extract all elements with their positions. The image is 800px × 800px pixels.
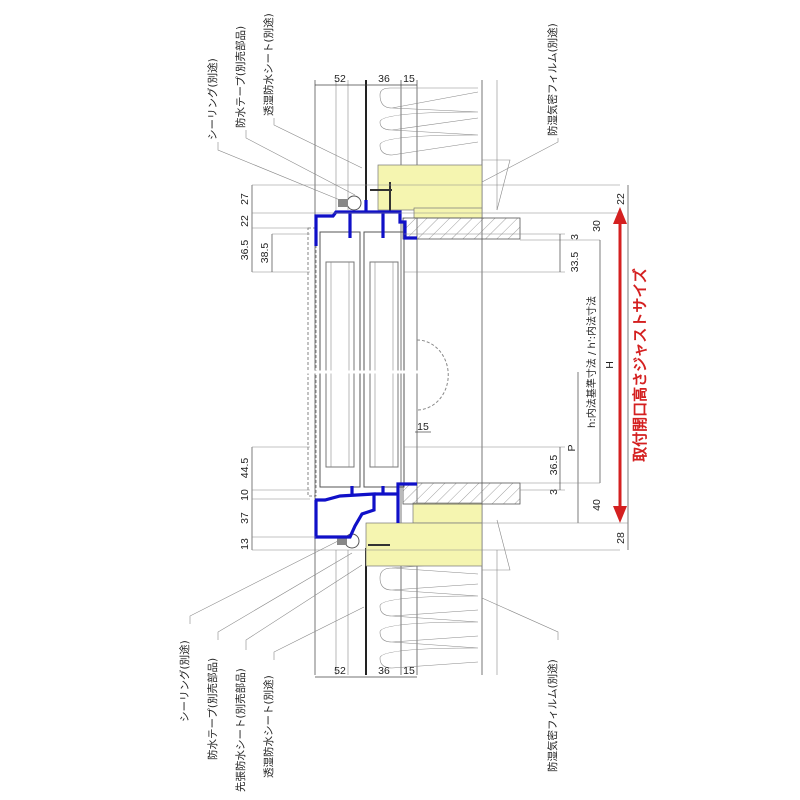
- dim-36-5: 36.5: [239, 240, 251, 261]
- dim-H: H: [604, 361, 616, 369]
- label-sealing-bottom: シーリング(別途): [178, 640, 191, 722]
- bottom-interior-trim: [402, 482, 521, 505]
- dim-28: 28: [615, 532, 627, 544]
- frame-head: [314, 200, 417, 246]
- label-waterproof-tape-bottom: 防水テープ(別売部品): [206, 658, 219, 760]
- dim-52: 52: [334, 73, 346, 85]
- dim-h-label: h:内法基準寸法 / h':内法寸法: [585, 296, 598, 428]
- dim-15: 15: [403, 73, 415, 85]
- dim-10: 10: [239, 489, 251, 501]
- dim-30: 30: [591, 220, 603, 232]
- top-header-block: [377, 164, 483, 211]
- label-sealing-top: シーリング(別途): [206, 58, 219, 140]
- arrow-down-icon: [613, 506, 627, 523]
- label-breathable-sheet-top: 透湿防水シート(別途): [262, 13, 275, 116]
- dim-3-bottom: 3: [548, 489, 560, 495]
- dim-44-5: 44.5: [239, 458, 251, 479]
- callout-labels-top: シーリング(別途) 防水テープ(別売部品) 透湿防水シート(別途) 防湿気密フィ…: [206, 13, 559, 140]
- dim-40: 40: [591, 499, 603, 511]
- top-interior-trim: [402, 217, 521, 240]
- callout-labels-bottom: シーリング(別途) 防水テープ(別売部品) 先張防水シート(別売部品) 透湿防水…: [178, 640, 559, 792]
- dim-36-5-right: 36.5: [548, 455, 560, 476]
- label-pre-sheet-bottom: 先張防水シート(別売部品): [234, 668, 247, 792]
- bottom-dimensions: 52 36 15: [315, 665, 417, 678]
- dim-37: 37: [239, 512, 251, 524]
- arrow-up-icon: [613, 207, 627, 224]
- label-vapor-film-top: 防湿気密フィルム(別途): [546, 23, 559, 136]
- sealing-backer-top: [346, 195, 362, 211]
- label-breathable-sheet-bottom: 透湿防水シート(別途): [262, 675, 275, 778]
- dim-22: 22: [239, 215, 251, 227]
- frame-sill: [314, 482, 417, 539]
- label-waterproof-tape-top: 防水テープ(別売部品): [234, 26, 247, 128]
- window-sashes: [300, 227, 449, 497]
- dim-P: P: [566, 444, 578, 451]
- dim-22-right: 22: [615, 193, 627, 205]
- label-vapor-film-bottom: 防湿気密フィルム(別途): [546, 659, 559, 772]
- dim-52: 52: [334, 665, 346, 677]
- leader-lines: [189, 118, 559, 660]
- dim-36: 36: [378, 73, 390, 85]
- opening-height-callout: 取付開口高さジャストサイズ: [613, 207, 649, 523]
- wall-lines: [314, 80, 498, 675]
- callout-text: 取付開口高さジャストサイズ: [631, 268, 649, 462]
- dim-13: 13: [239, 538, 251, 550]
- dim-33-5: 33.5: [569, 252, 581, 273]
- dim-36: 36: [378, 665, 390, 677]
- left-dimensions: 27 22 36.5 38.5 44.5 10 37 13 15: [239, 184, 620, 551]
- insulation-top: [379, 87, 479, 156]
- bottom-sill-upper: [412, 502, 483, 524]
- top-dimensions: 52 36 15: [315, 73, 417, 86]
- dim-15-mid: 15: [417, 421, 429, 433]
- dim-3-top: 3: [569, 234, 581, 240]
- right-dimensions: 22 30 3 33.5 H h:内法基準寸法 / h':内法寸法 P 36.5…: [404, 185, 629, 550]
- dim-38-5: 38.5: [259, 243, 271, 264]
- dim-15: 15: [403, 665, 415, 677]
- dim-27: 27: [239, 193, 251, 205]
- insulation-bottom: [379, 561, 479, 669]
